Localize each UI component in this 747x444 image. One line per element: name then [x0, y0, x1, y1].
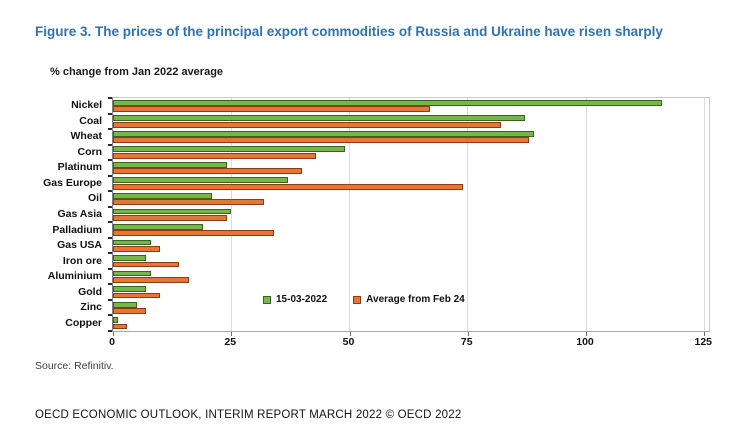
category-axis-tick	[108, 190, 112, 193]
bar-coal-15-03-2022	[113, 115, 525, 122]
category-axis-tick	[108, 314, 112, 317]
category-axis-tick	[108, 159, 112, 162]
y-axis-label-platinum: Platinum	[57, 161, 102, 174]
bar-gas-usa-15-03-2022	[113, 239, 151, 246]
y-axis-label-iron-ore: Iron ore	[62, 254, 102, 267]
category-axis-tick	[108, 174, 112, 177]
y-axis-label-corn: Corn	[77, 145, 103, 158]
x-axis-tick-label: 125	[694, 336, 713, 348]
axis-units-label: % change from Jan 2022 average	[50, 66, 224, 78]
bar-oil-average-from-feb-24	[113, 199, 265, 206]
chart-legend: 15-03-2022 Average from Feb 24	[263, 294, 465, 305]
green-series-swatch-icon	[263, 295, 271, 304]
bar-nickel-average-from-feb-24	[113, 106, 430, 112]
y-axis-label-oil: Oil	[87, 192, 102, 205]
bar-corn-average-from-feb-24	[113, 152, 317, 159]
bar-aluminium-average-from-feb-24	[113, 277, 189, 283]
category-axis-tick	[108, 143, 112, 146]
bar-copper-15-03-2022	[113, 317, 118, 324]
y-axis-label-wheat: Wheat	[70, 130, 103, 143]
legend-item-orange: Average from Feb 24	[353, 294, 465, 305]
bar-gas-europe-15-03-2022	[113, 177, 289, 184]
x-axis-tick	[467, 332, 469, 336]
category-axis-tick	[108, 252, 112, 255]
bar-nickel-15-03-2022	[113, 99, 662, 106]
category-axis-tick	[108, 236, 112, 239]
bar-oil-15-03-2022	[113, 193, 213, 199]
gridline-75	[467, 98, 469, 331]
legend-label-green: 15-03-2022	[276, 294, 328, 305]
bar-platinum-average-from-feb-24	[113, 168, 303, 175]
y-axis-label-zinc: Zinc	[80, 301, 102, 314]
category-axis-tick	[108, 112, 112, 115]
y-axis-label-nickel: Nickel	[71, 99, 102, 112]
x-axis-tick	[586, 332, 588, 336]
bar-gas-europe-average-from-feb-24	[113, 183, 464, 190]
category-axis-tick	[108, 267, 112, 270]
y-axis-label-gas-europe: Gas Europe	[43, 176, 102, 189]
bar-gas-asia-average-from-feb-24	[113, 214, 227, 221]
y-axis-labels: Nickel Coal Wheat Corn Platinum Gas Europe Oil…	[0, 98, 107, 331]
category-axis-tick	[108, 298, 112, 301]
gridline-125	[703, 98, 705, 331]
bar-iron-ore-average-from-feb-24	[113, 261, 180, 268]
y-axis-label-aluminium: Aluminium	[47, 270, 102, 283]
bar-iron-ore-15-03-2022	[113, 255, 147, 261]
x-axis-tick-label: 0	[109, 336, 115, 348]
category-axis-tick	[108, 128, 112, 131]
bar-gold-15-03-2022	[113, 286, 147, 292]
orange-series-swatch-icon	[353, 295, 362, 304]
bar-wheat-average-from-feb-24	[113, 137, 530, 144]
source-note: Source: Refinitiv.	[35, 360, 114, 372]
gridline-25	[230, 98, 232, 331]
x-axis-tick-label: 50	[342, 336, 355, 348]
y-axis-label-gas-usa: Gas USA	[57, 239, 102, 252]
category-axis-tick	[108, 283, 112, 286]
x-axis-tick	[231, 332, 233, 336]
bar-corn-15-03-2022	[113, 146, 345, 153]
bar-zinc-15-03-2022	[113, 301, 137, 308]
y-axis-label-gold: Gold	[78, 285, 102, 298]
x-axis-tick-label: 25	[224, 336, 237, 348]
chart-plot-area: 15-03-2022 Average from Feb 24	[108, 97, 710, 336]
gridline-50	[349, 98, 350, 331]
bar-gold-average-from-feb-24	[113, 292, 161, 299]
bar-copper-average-from-feb-24	[113, 323, 128, 330]
x-axis-tick-label: 75	[460, 336, 473, 348]
bar-palladium-average-from-feb-24	[113, 230, 274, 237]
figure-title: Figure 3. The prices of the principal ex…	[35, 24, 663, 39]
bar-palladium-15-03-2022	[113, 224, 203, 230]
category-axis-tick	[108, 330, 112, 332]
category-axis-tick	[108, 205, 112, 208]
x-axis-tick-label: 100	[576, 336, 594, 348]
bar-coal-average-from-feb-24	[113, 121, 501, 128]
x-axis-tick	[113, 332, 114, 336]
bar-platinum-15-03-2022	[113, 161, 227, 168]
x-axis-tick	[704, 332, 706, 336]
bar-gas-asia-15-03-2022	[113, 208, 232, 215]
y-axis-label-palladium: Palladium	[52, 223, 102, 236]
y-axis-label-copper: Copper	[65, 316, 102, 329]
category-axis-tick	[108, 221, 112, 224]
bar-gas-usa-average-from-feb-24	[113, 246, 161, 252]
y-axis-label-gas-asia: Gas Asia	[57, 208, 102, 220]
legend-item-green: 15-03-2022	[263, 294, 327, 305]
y-axis-label-coal: Coal	[79, 114, 102, 127]
report-footer: OECD ECONOMIC OUTLOOK, INTERIM REPORT MA…	[35, 409, 462, 421]
gridline-100	[585, 98, 587, 331]
category-axis-tick	[108, 97, 112, 99]
bar-zinc-average-from-feb-24	[113, 308, 147, 314]
x-axis-tick	[349, 332, 351, 336]
legend-label-orange: Average from Feb 24	[366, 294, 465, 305]
bar-aluminium-15-03-2022	[113, 270, 151, 277]
bar-wheat-15-03-2022	[113, 130, 534, 137]
